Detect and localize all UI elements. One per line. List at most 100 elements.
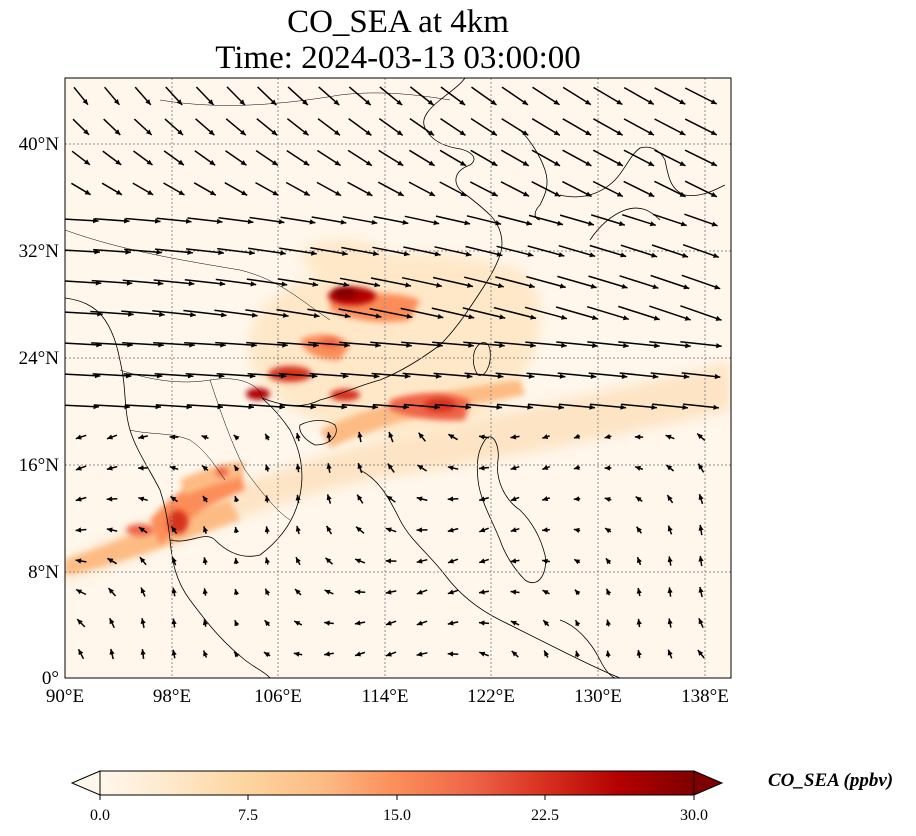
wind-arrow-shaft-158 bbox=[400, 307, 444, 319]
wind-arrow-head-49 bbox=[303, 160, 310, 166]
wind-arrow-shaft-92 bbox=[311, 216, 347, 224]
wind-arrow-shaft-145 bbox=[650, 274, 690, 290]
wind-arrow-head-228 bbox=[651, 404, 657, 410]
wind-arrow-head-26 bbox=[240, 129, 246, 136]
wind-arrow-head-195 bbox=[280, 373, 287, 379]
wind-arrow-head-46 bbox=[209, 159, 216, 166]
wind-arrow-head-339 bbox=[171, 587, 177, 594]
wind-arrow-head-313 bbox=[667, 525, 673, 532]
wind-arrow-head-6 bbox=[270, 99, 277, 106]
wind-arrow-head-119 bbox=[527, 251, 534, 257]
concentration-field bbox=[65, 239, 731, 580]
wind-arrow-head-124 bbox=[682, 252, 688, 258]
wind-arrow-head-372 bbox=[543, 620, 549, 626]
wind-arrow-head-345 bbox=[354, 589, 361, 595]
wind-arrow-head-204 bbox=[559, 373, 566, 379]
wind-arrow-head-15 bbox=[553, 99, 560, 105]
wind-arrow-head-145 bbox=[683, 284, 690, 290]
wind-arrow-head-310 bbox=[573, 527, 580, 533]
wind-arrow-shaft-147 bbox=[65, 311, 103, 315]
wind-arrow-head-1 bbox=[113, 99, 120, 105]
wind-arrow-head-56 bbox=[522, 160, 529, 166]
wind-arrow-head-148 bbox=[128, 311, 134, 317]
wind-arrow-head-54 bbox=[460, 160, 466, 166]
wind-arrow-head-117 bbox=[465, 251, 472, 257]
wind-arrow-shaft-201 bbox=[433, 372, 473, 378]
wind-arrow-head-16 bbox=[585, 99, 591, 105]
wind-arrow-shaft-224 bbox=[496, 403, 534, 409]
wind-arrow-head-268 bbox=[573, 464, 580, 470]
wind-arrow-head-270 bbox=[635, 465, 641, 471]
wind-arrow-head-127 bbox=[126, 280, 133, 286]
wind-arrow-head-28 bbox=[302, 129, 309, 136]
wind-arrow-head-386 bbox=[324, 651, 330, 657]
wind-arrow-head-73 bbox=[397, 191, 404, 196]
wind-arrow-shaft-134 bbox=[308, 277, 350, 287]
wind-arrow-head-231 bbox=[75, 434, 82, 440]
wind-arrow-head-274 bbox=[106, 496, 113, 502]
wind-arrow-head-355 bbox=[667, 587, 673, 594]
wind-arrow-head-226 bbox=[589, 404, 595, 410]
wind-arrow-shaft-223 bbox=[465, 403, 503, 409]
wind-arrow-head-123 bbox=[651, 252, 658, 258]
wind-arrow-head-161 bbox=[530, 314, 537, 320]
wind-arrow-head-377 bbox=[698, 618, 704, 625]
wind-arrow-head-329 bbox=[510, 558, 517, 564]
wind-arrow-head-295 bbox=[106, 527, 113, 533]
wind-arrow-head-242 bbox=[418, 432, 424, 439]
wind-arrow-shaft-116 bbox=[403, 246, 441, 256]
wind-arrow-head-331 bbox=[574, 559, 581, 565]
wind-arrow-shaft-206 bbox=[588, 372, 628, 378]
wind-arrow-shaft-207 bbox=[619, 372, 659, 378]
wind-arrow-head-255 bbox=[169, 465, 176, 471]
lon-tick-130e: 130°E bbox=[574, 686, 622, 707]
wind-arrow-shaft-130 bbox=[184, 278, 226, 286]
wind-arrow-head-251 bbox=[697, 433, 703, 440]
wind-arrow-head-332 bbox=[605, 558, 612, 565]
wind-arrow-head-232 bbox=[107, 434, 113, 440]
wind-arrow-head-218 bbox=[341, 404, 347, 410]
wind-arrow-head-266 bbox=[510, 465, 517, 471]
wind-arrow-shaft-214 bbox=[186, 404, 224, 408]
wind-arrow-head-27 bbox=[271, 129, 278, 136]
wind-arrow-shaft-86 bbox=[125, 217, 161, 223]
wind-arrow-shaft-185 bbox=[587, 341, 629, 347]
wind-arrow-head-384 bbox=[263, 652, 270, 658]
wind-arrow-head-346 bbox=[385, 589, 392, 595]
wind-arrow-head-174 bbox=[282, 342, 288, 348]
wind-arrow-head-160 bbox=[499, 314, 506, 320]
wind-arrow-head-240 bbox=[357, 431, 363, 438]
wind-arrow-head-92 bbox=[340, 219, 347, 225]
wind-arrow-head-282 bbox=[357, 494, 363, 501]
wind-arrow-shaft-82 bbox=[654, 180, 686, 198]
wind-arrow-head-248 bbox=[604, 434, 611, 440]
wind-arrow-head-216 bbox=[279, 404, 285, 410]
wind-arrow-head-358 bbox=[109, 618, 115, 625]
wind-arrow-head-167 bbox=[715, 315, 722, 321]
lat-tick-8n: 8°N bbox=[28, 562, 59, 583]
wind-arrow-head-382 bbox=[203, 650, 208, 657]
wind-arrow-head-205 bbox=[590, 373, 597, 379]
wind-arrow-head-88 bbox=[216, 218, 223, 224]
wind-arrow-head-29 bbox=[334, 130, 340, 136]
wind-arrow-head-90 bbox=[278, 219, 285, 225]
wind-arrow-head-244 bbox=[479, 434, 485, 440]
wind-arrow-head-185 bbox=[623, 342, 629, 349]
wind-arrow-head-94 bbox=[402, 219, 409, 225]
wind-arrow-head-146 bbox=[714, 284, 721, 290]
wind-arrow-head-84 bbox=[93, 218, 99, 224]
wind-arrow-shaft-209 bbox=[681, 372, 721, 378]
wind-arrow-head-107 bbox=[156, 249, 162, 255]
wind-arrow-head-343 bbox=[295, 589, 301, 595]
wind-arrow-shaft-150 bbox=[152, 310, 196, 316]
wind-arrow-head-219 bbox=[372, 404, 378, 410]
wind-arrow-shaft-196 bbox=[278, 372, 318, 378]
wind-arrow-head-284 bbox=[416, 496, 423, 502]
wind-arrow-head-330 bbox=[542, 558, 548, 564]
wind-arrow-head-101 bbox=[618, 221, 625, 226]
wind-arrow-head-319 bbox=[202, 557, 208, 564]
wind-arrow-head-388 bbox=[385, 651, 392, 657]
wind-arrow-head-95 bbox=[433, 220, 440, 226]
wind-arrow-head-139 bbox=[497, 283, 504, 289]
